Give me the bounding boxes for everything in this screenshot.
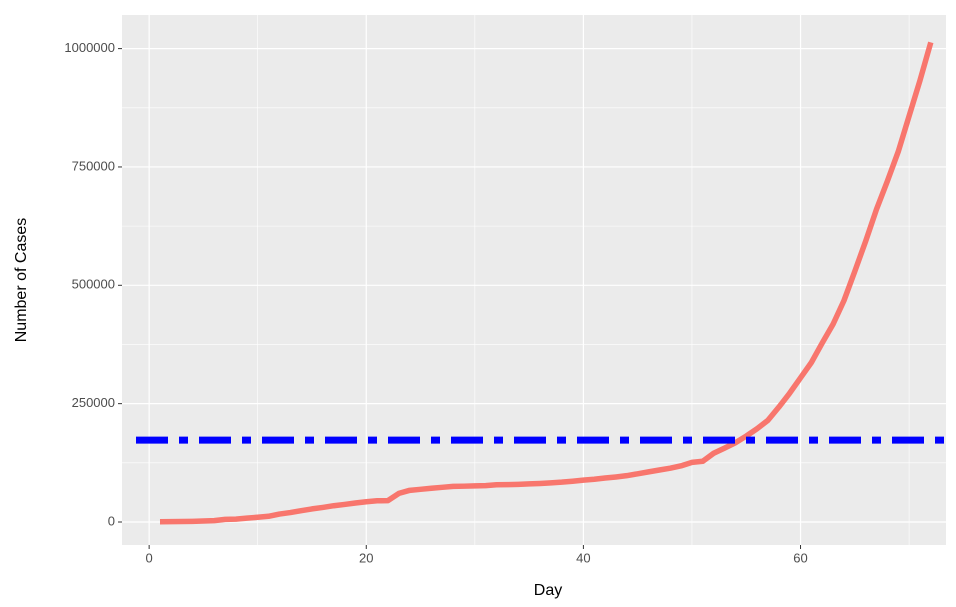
x-axis-title: Day [534, 582, 562, 599]
line [159, 41, 934, 525]
x-tick-label: 20 [359, 550, 373, 565]
x-tick-label: 60 [793, 550, 807, 565]
y-tick-label: 750000 [72, 158, 115, 173]
y-tick-label: 1000000 [64, 40, 115, 55]
y-axis-title: Number of Cases [13, 218, 30, 343]
x-tick-label: 0 [146, 550, 153, 565]
y-tick-label: 0 [108, 513, 115, 528]
y-tick-label: 500000 [72, 277, 115, 292]
y-tick-label: 250000 [72, 395, 115, 410]
panel [122, 15, 946, 545]
x-tick-label: 40 [576, 550, 590, 565]
